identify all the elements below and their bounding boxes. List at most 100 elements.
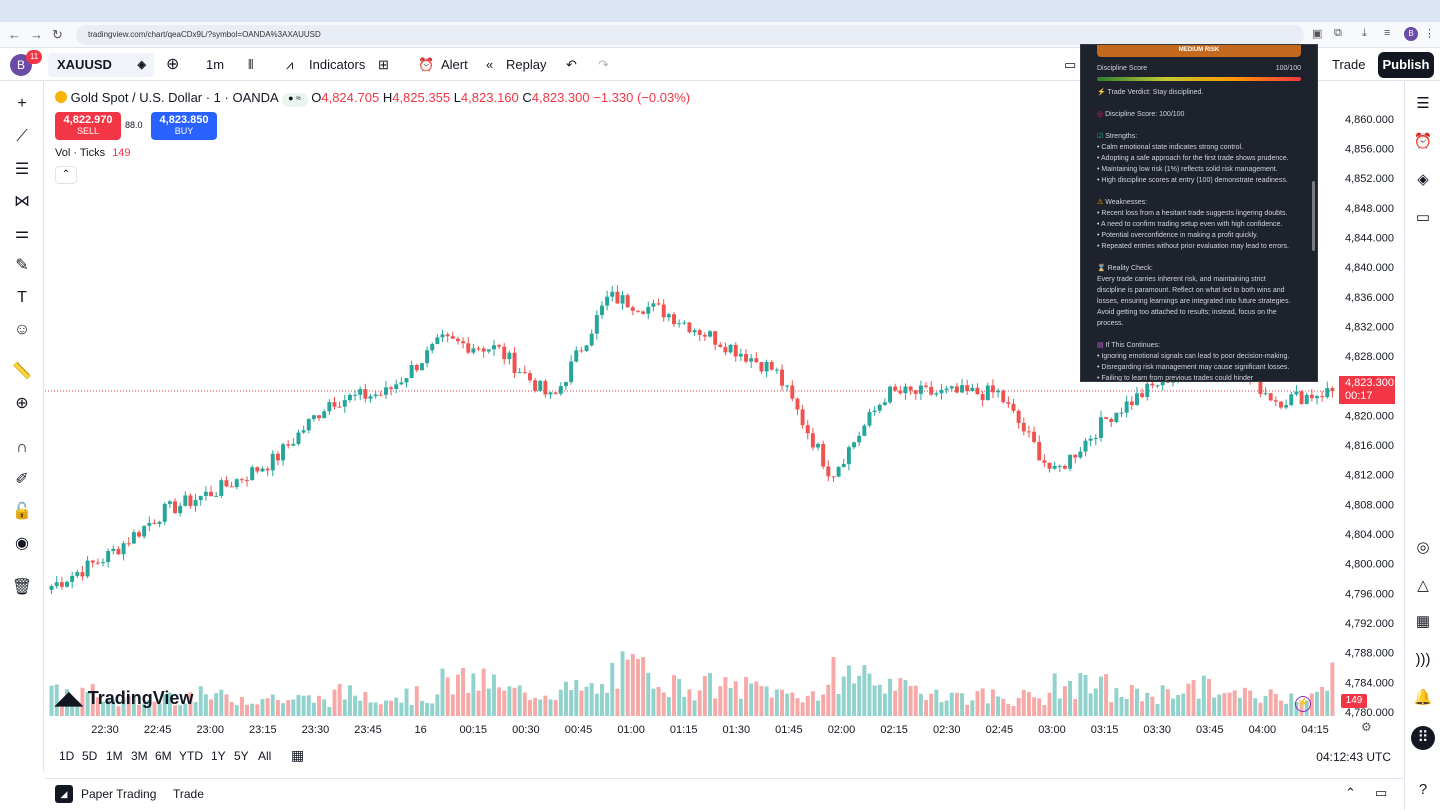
- add-symbol-icon[interactable]: ⊕: [166, 56, 180, 73]
- layers-icon[interactable]: ◈: [1417, 171, 1429, 188]
- reality-title: Reality Check:: [1107, 265, 1153, 272]
- collapse-legend-button[interactable]: ⌃: [55, 166, 77, 184]
- candle-body: [600, 305, 604, 316]
- volume-bar: [610, 662, 615, 716]
- volume-bar: [589, 683, 594, 716]
- replay-button[interactable]: Replay: [506, 57, 547, 72]
- extension-icon[interactable]: ▣: [1312, 28, 1323, 40]
- brush-icon[interactable]: ✎: [15, 257, 29, 274]
- stream-icon[interactable]: ))): [1415, 651, 1431, 668]
- extensions-menu-icon[interactable]: ⧉: [1334, 27, 1342, 39]
- chart-canvas[interactable]: 4,860.000 4,856.000 4,852.000 4,848.000 4,84…: [45, 82, 1403, 772]
- volume-bar: [625, 659, 630, 716]
- symbol-search-button[interactable]: XAUUSD ◈: [48, 53, 154, 77]
- chevron-up-icon[interactable]: ⌃: [1345, 785, 1356, 800]
- candle-body: [780, 369, 784, 386]
- pattern-icon[interactable]: ⋈: [14, 193, 30, 210]
- candle-body: [327, 402, 332, 412]
- download-icon[interactable]: ⤓: [1362, 27, 1367, 39]
- candle-type-icon[interactable]: ⫴: [248, 57, 254, 72]
- redo-icon[interactable]: ↷: [598, 57, 609, 72]
- fullscreen-icon[interactable]: ▭: [1064, 57, 1077, 72]
- trash-icon[interactable]: 🗑: [11, 579, 33, 596]
- panel-scrollbar[interactable]: [1312, 181, 1315, 251]
- volume-legend[interactable]: Vol · Ticks 149: [55, 147, 131, 159]
- trade-button[interactable]: Trade: [1332, 57, 1366, 72]
- interval-button[interactable]: 1m: [206, 57, 225, 72]
- volume-bar: [826, 684, 831, 716]
- fib-icon[interactable]: ☰: [14, 161, 30, 178]
- volume-bar: [337, 684, 342, 716]
- reading-list-icon[interactable]: ≡: [1384, 27, 1391, 39]
- settings-gear-icon[interactable]: ⚙: [1361, 720, 1372, 734]
- range-1m[interactable]: 1M: [106, 749, 123, 763]
- range-5d[interactable]: 5D: [82, 749, 98, 763]
- volume-bar: [281, 703, 286, 716]
- ideas-icon[interactable]: △: [1417, 577, 1429, 594]
- reload-icon[interactable]: ↻: [52, 27, 63, 42]
- range-6m[interactable]: 6M: [155, 749, 172, 763]
- diamond-icon[interactable]: ◈: [137, 59, 146, 71]
- calendar-icon[interactable]: ▦: [1415, 613, 1431, 630]
- trade-tab[interactable]: Trade: [173, 787, 204, 801]
- chart-area[interactable]: 4,860.000 4,856.000 4,852.000 4,848.000 4,84…: [45, 82, 1403, 772]
- range-ytd[interactable]: YTD: [179, 749, 203, 763]
- candle-body: [1042, 460, 1047, 463]
- market-status-icon[interactable]: ● ≈: [281, 93, 308, 107]
- date-range-icon[interactable]: ▦: [291, 747, 305, 763]
- text-icon[interactable]: T: [17, 289, 27, 306]
- eye-icon[interactable]: ◉: [15, 535, 29, 552]
- forward-icon[interactable]: →: [30, 27, 43, 42]
- candle-body: [111, 548, 116, 551]
- time-tick-label: 00:45: [565, 724, 593, 736]
- magnet-icon[interactable]: ∩: [16, 439, 28, 456]
- watchlist-icon[interactable]: ☰: [1416, 95, 1430, 112]
- flash-icon[interactable]: ⚡: [1295, 696, 1311, 712]
- alerts-clock-icon[interactable]: ⏰: [1413, 133, 1433, 150]
- range-1d[interactable]: 1D: [59, 749, 75, 763]
- notifications-icon[interactable]: 🔔: [1413, 689, 1433, 706]
- volume-bar: [672, 675, 676, 716]
- prediction-icon[interactable]: ⚌: [14, 225, 30, 242]
- lock-icon[interactable]: 🔓: [12, 503, 32, 520]
- browser-profile-avatar[interactable]: B: [1404, 27, 1418, 41]
- help-icon[interactable]: ?: [1418, 781, 1428, 798]
- emoji-icon[interactable]: ☺: [13, 321, 31, 338]
- trend-line-icon[interactable]: ⟋: [16, 128, 28, 145]
- range-5y[interactable]: 5Y: [234, 749, 249, 763]
- url-bar[interactable]: tradingview.com/chart/qeaCDx9L/?symbol=O…: [76, 25, 1304, 45]
- sell-button[interactable]: 4,822.970 SELL: [55, 112, 121, 140]
- zoom-icon[interactable]: ⊕: [15, 395, 29, 412]
- layouts-icon[interactable]: ⊞: [378, 57, 389, 72]
- crosshair-icon[interactable]: +: [17, 95, 27, 112]
- lock-drawings-icon[interactable]: ✐: [15, 471, 29, 488]
- undo-icon[interactable]: ↶: [566, 57, 577, 72]
- alert-button[interactable]: Alert: [441, 57, 468, 72]
- buy-button[interactable]: 4,823.850 BUY: [151, 112, 217, 140]
- candle-body: [893, 386, 898, 391]
- apps-grid-icon[interactable]: ⠿: [1411, 726, 1435, 750]
- discipline-panel[interactable]: MEDIUM RISK Discipline Score 100/100 ⚡ T…: [1080, 44, 1318, 382]
- back-icon[interactable]: ←: [8, 27, 21, 42]
- range-3m[interactable]: 3M: [131, 749, 148, 763]
- indicators-icon[interactable]: ⩘: [286, 57, 294, 72]
- alert-icon[interactable]: ⏰: [418, 57, 435, 72]
- replay-icon[interactable]: «: [486, 57, 494, 72]
- chat-icon[interactable]: ▭: [1415, 209, 1431, 226]
- browser-menu-icon[interactable]: ⋮: [1424, 28, 1435, 40]
- maximize-icon[interactable]: ▭: [1375, 785, 1388, 800]
- range-all[interactable]: All: [258, 749, 272, 763]
- utc-clock[interactable]: 04:12:43 UTC: [1316, 750, 1391, 764]
- symbol-title[interactable]: Gold Spot / U.S. Dollar · 1 · OANDA: [70, 90, 278, 105]
- publish-button[interactable]: Publish: [1378, 52, 1434, 78]
- paper-trading-tab[interactable]: Paper Trading: [81, 787, 157, 801]
- indicators-button[interactable]: Indicators: [309, 57, 366, 72]
- volume-bar: [399, 702, 404, 716]
- ruler-icon[interactable]: 📏: [12, 363, 32, 380]
- verdict-text: Trade Verdict: Stay disciplined.: [1107, 89, 1204, 96]
- screener-icon[interactable]: ◎: [1416, 539, 1430, 556]
- paper-trading-icon[interactable]: ◢: [55, 785, 73, 803]
- candle-body: [759, 362, 764, 372]
- range-1y[interactable]: 1Y: [211, 749, 226, 763]
- reality-line: process.: [1097, 320, 1124, 327]
